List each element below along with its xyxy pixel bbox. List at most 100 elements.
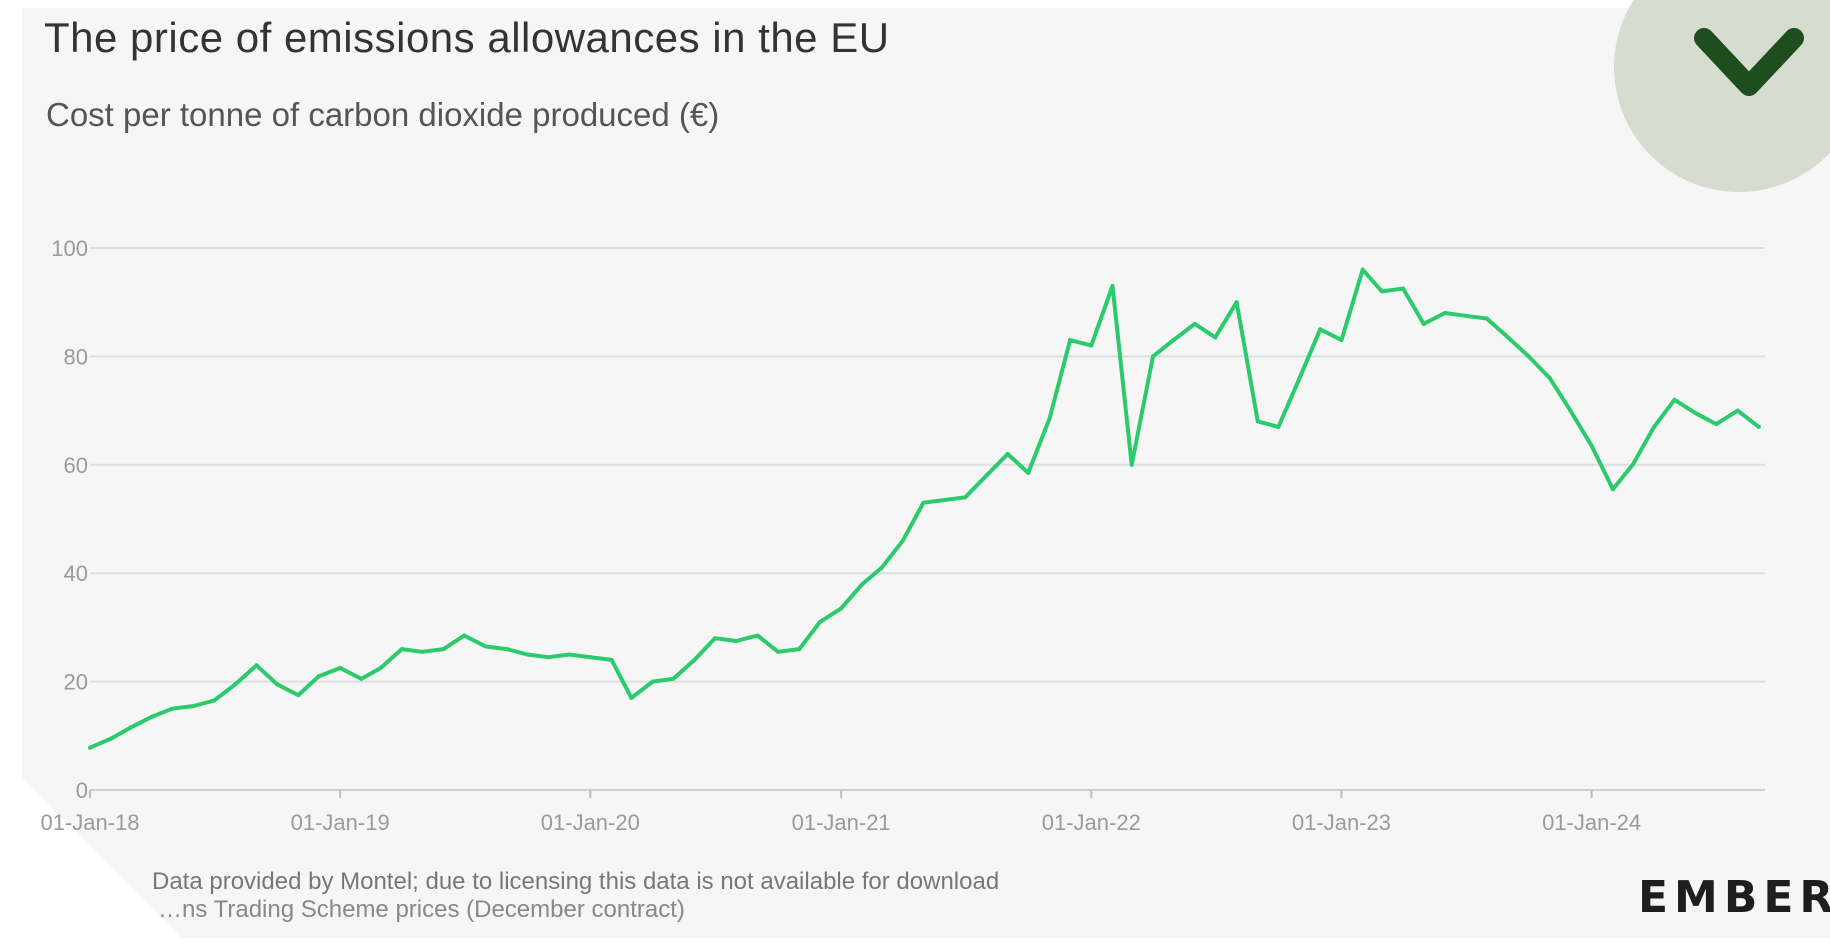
data-point — [1234, 300, 1239, 305]
data-point — [212, 698, 217, 703]
data-point — [88, 745, 92, 750]
y-tick-label: 80 — [64, 344, 88, 369]
data-point — [483, 644, 488, 649]
data-point — [254, 663, 259, 668]
data-point — [1547, 376, 1552, 381]
data-point — [942, 498, 947, 503]
data-point — [1026, 470, 1031, 475]
data-point — [504, 647, 509, 652]
data-point — [1714, 422, 1719, 427]
chart-subtitle: Cost per tonne of carbon dioxide produce… — [46, 96, 720, 133]
data-point — [1276, 424, 1281, 429]
data-point — [734, 638, 739, 643]
data-point — [900, 538, 905, 543]
data-point — [1442, 311, 1447, 316]
data-point — [1339, 338, 1344, 343]
data-point — [1192, 321, 1197, 326]
scheme-note: …ns Trading Scheme prices (December cont… — [158, 896, 685, 923]
data-point — [755, 633, 760, 638]
data-point — [1589, 443, 1594, 448]
ember-logo: EMBER — [1638, 872, 1830, 923]
data-point — [1110, 283, 1115, 288]
chart-card — [22, 8, 1830, 938]
data-point — [1463, 313, 1468, 318]
series-points — [88, 267, 1761, 750]
data-point — [128, 725, 133, 730]
data-point — [921, 500, 926, 505]
x-tick-label: 01-Jan-18 — [40, 810, 139, 835]
data-point — [1651, 424, 1656, 429]
x-tick-label: 01-Jan-24 — [1542, 810, 1641, 835]
data-point — [1255, 419, 1260, 424]
data-point — [1005, 451, 1010, 456]
data-point — [338, 666, 343, 671]
data-point — [1505, 335, 1510, 340]
x-tick-label: 01-Jan-22 — [1042, 810, 1141, 835]
data-point — [399, 647, 404, 652]
grid-lines — [90, 247, 1765, 791]
data-point — [378, 666, 383, 671]
data-point — [296, 693, 301, 698]
data-point — [1484, 316, 1489, 321]
y-tick-labels: 0 20 40 60 80 100 — [51, 236, 88, 803]
data-point — [567, 652, 572, 657]
data-point — [776, 649, 781, 654]
data-point — [441, 647, 446, 652]
data-point — [1421, 321, 1426, 326]
chart-title: The price of emissions allowances in the… — [44, 14, 890, 61]
data-point — [1318, 327, 1323, 332]
data-point — [1213, 335, 1218, 340]
data-point — [1360, 267, 1365, 272]
chevron-down-icon — [1694, 28, 1804, 96]
data-point — [1693, 411, 1698, 416]
data-point — [1756, 424, 1761, 429]
data-point — [546, 655, 551, 660]
data-point — [629, 695, 634, 700]
data-point — [860, 582, 865, 587]
data-point — [1735, 408, 1740, 413]
data-point — [1150, 354, 1155, 359]
data-point — [1568, 408, 1573, 413]
x-tick-label: 01-Jan-23 — [1292, 810, 1391, 835]
data-point — [1610, 487, 1615, 492]
data-point — [692, 657, 697, 662]
data-point — [359, 676, 364, 681]
data-point — [1672, 397, 1677, 402]
y-tick-label: 0 — [76, 778, 88, 803]
data-point — [462, 633, 467, 638]
x-tick-label: 01-Jan-19 — [291, 810, 390, 835]
data-point — [525, 652, 530, 657]
data-point — [797, 647, 802, 652]
data-point — [1630, 462, 1635, 467]
data-point — [316, 674, 321, 679]
data-point — [1401, 286, 1406, 291]
y-tick-label: 20 — [64, 670, 88, 695]
y-tick-label: 60 — [64, 453, 88, 478]
data-point — [1068, 338, 1073, 343]
data-point — [1089, 343, 1094, 348]
y-tick-label: 40 — [64, 561, 88, 586]
data-point — [879, 565, 884, 570]
x-tick-label: 01-Jan-20 — [541, 810, 640, 835]
source-note: Data provided by Montel; due to licensin… — [152, 868, 1000, 895]
data-point — [609, 657, 614, 662]
data-point — [170, 706, 175, 711]
data-point — [984, 473, 989, 478]
data-point — [1047, 416, 1052, 421]
data-point — [1171, 338, 1176, 343]
corner-badge[interactable] — [1614, 0, 1830, 192]
data-point — [233, 682, 238, 687]
data-point — [671, 676, 676, 681]
data-point — [109, 736, 114, 741]
data-point — [1297, 376, 1302, 381]
data-point — [588, 655, 593, 660]
x-tick-labels: 01-Jan-18 01-Jan-19 01-Jan-20 01-Jan-21 01-J… — [40, 790, 1641, 835]
data-point — [650, 679, 655, 684]
data-point — [1129, 462, 1134, 467]
y-tick-label: 100 — [51, 236, 88, 261]
data-point — [1526, 354, 1531, 359]
data-point — [149, 714, 154, 719]
data-point — [420, 649, 425, 654]
data-point — [817, 619, 822, 624]
data-point — [713, 636, 718, 641]
